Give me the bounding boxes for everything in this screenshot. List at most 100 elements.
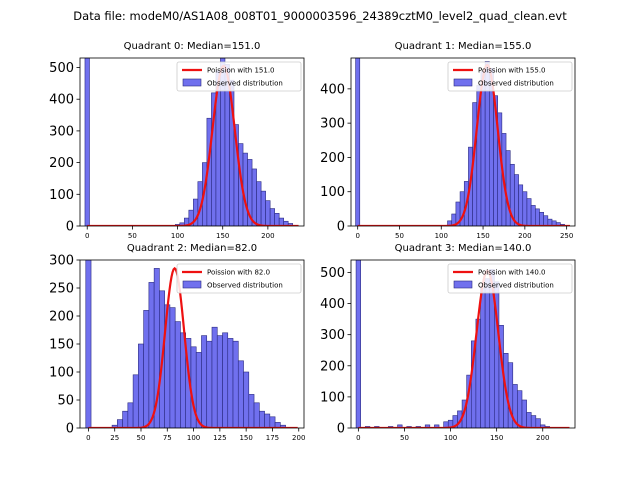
- histogram-bar: [530, 415, 537, 428]
- legend-box: [176, 263, 302, 294]
- histogram-bar: [127, 402, 134, 428]
- x-tick-label: 0: [86, 434, 90, 442]
- legend-label-poisson: Poission with 151.0: [207, 67, 275, 75]
- histogram-bar: [232, 340, 239, 428]
- histogram-bar: [174, 321, 181, 428]
- x-tick-label: 50: [128, 232, 137, 240]
- y-tick-label: 150: [49, 338, 74, 353]
- y-tick-label: 50: [57, 394, 74, 409]
- histogram-bar: [122, 410, 129, 428]
- x-tick-label: 50: [400, 434, 409, 442]
- histogram-bar: [526, 412, 532, 428]
- legend-label-poisson: Poission with 82.0: [207, 269, 270, 277]
- x-tick-label: 175: [266, 434, 279, 442]
- y-tick-label: 300: [320, 328, 345, 343]
- histogram-bar: [227, 338, 234, 428]
- x-tick-label: 150: [216, 232, 229, 240]
- y-tick-label: 400: [320, 297, 345, 312]
- legend: Poission with 155.0 Observed distribution: [447, 61, 573, 92]
- histogram-bar: [251, 168, 257, 226]
- legend-box: [176, 61, 302, 92]
- x-tick-label: 25: [110, 434, 119, 442]
- y-tick-label: 200: [49, 156, 74, 171]
- legend: Poission with 140.0 Observed distribution: [447, 263, 573, 294]
- legend-label-observed: Observed distribution: [478, 80, 554, 88]
- histogram-bar: [143, 310, 150, 428]
- histogram-bar: [484, 278, 491, 428]
- histogram-bar: [280, 424, 286, 428]
- histogram-bar: [260, 190, 266, 226]
- axes-frame: [350, 259, 576, 429]
- y-tick-label: 0: [337, 220, 345, 235]
- histogram-bar: [278, 217, 284, 226]
- histogram-bar: [269, 208, 275, 226]
- histogram-bar: [535, 418, 541, 428]
- subplot-0: Quadrant 0: Median=151.0 0 50 100 150 200 0 100…: [49, 41, 305, 240]
- histogram-bar: [85, 260, 92, 428]
- histogram-bar: [265, 200, 271, 226]
- histogram-bar: [256, 181, 262, 226]
- histogram-bar: [355, 260, 361, 428]
- histogram-bar: [253, 402, 260, 428]
- y-tick-label: 200: [49, 310, 74, 325]
- y-tick-label: 500: [320, 266, 345, 281]
- legend-label-poisson: Poission with 140.0: [478, 269, 546, 277]
- histogram-bar: [243, 371, 250, 428]
- y-tick-label: 0: [337, 422, 345, 437]
- histogram-bar: [269, 416, 276, 428]
- legend-label-observed: Observed distribution: [207, 80, 283, 88]
- x-tick-label: 200: [292, 434, 305, 442]
- histogram-bar: [522, 191, 528, 226]
- histogram-bar: [248, 394, 255, 428]
- y-tick-label: 100: [320, 390, 345, 405]
- legend-label-poisson: Poission with 155.0: [478, 67, 546, 75]
- histogram-bar: [505, 150, 511, 226]
- x-tick-label: 0: [85, 232, 89, 240]
- y-tick-label: 300: [320, 117, 345, 132]
- histogram-bar: [355, 58, 361, 226]
- histogram-bar: [543, 215, 549, 226]
- legend-box: [447, 263, 573, 294]
- axes-frame: [79, 57, 305, 227]
- x-tick-label: 100: [435, 232, 448, 240]
- x-tick-label: 150: [490, 434, 503, 442]
- x-tick-label: 100: [187, 434, 200, 442]
- legend-label-observed: Observed distribution: [478, 282, 554, 290]
- subplot-2: Quadrant 2: Median=82.0 0 25 50 75 100 125 150 1…: [49, 243, 305, 442]
- legend-bar-swatch: [182, 280, 202, 289]
- y-tick-label: 400: [49, 93, 74, 108]
- histogram-bar: [264, 413, 271, 428]
- y-tick-label: 250: [49, 282, 74, 297]
- subplot-title: Quadrant 3: Median=140.0: [395, 243, 532, 254]
- histogram-bar: [521, 399, 527, 428]
- histogram-bar: [480, 287, 486, 428]
- x-tick-label: 200: [261, 232, 274, 240]
- histogram-bar: [534, 208, 540, 226]
- legend: Poission with 151.0 Observed distribution: [176, 61, 302, 92]
- subplot-1: Quadrant 1: Median=155.0 0 50 100 150 200 250 0…: [320, 41, 576, 240]
- histogram-bar: [517, 390, 523, 428]
- histogram-bar: [514, 174, 519, 226]
- x-tick-label: 100: [171, 232, 184, 240]
- legend-bar-swatch: [453, 78, 473, 87]
- y-tick-label: 100: [49, 366, 74, 381]
- x-tick-label: 150: [239, 434, 252, 442]
- y-tick-label: 0: [66, 220, 74, 235]
- axes-frame: [350, 57, 576, 227]
- histogram-bar: [148, 282, 155, 428]
- y-tick-label: 500: [49, 61, 74, 76]
- legend-bar-swatch: [453, 280, 473, 289]
- poisson-fit-line: [88, 266, 298, 428]
- y-tick-label: 100: [320, 185, 345, 200]
- histogram-bar: [169, 307, 176, 428]
- x-tick-label: 100: [444, 434, 457, 442]
- x-tick-label: 0: [356, 434, 360, 442]
- subplot-3: Quadrant 3: Median=140.0 0 50 100 150 200 0 100…: [320, 243, 576, 442]
- bar-series: [84, 58, 294, 226]
- y-tick-label: 400: [320, 82, 345, 97]
- histogram-bar: [216, 335, 223, 428]
- subplot-title: Quadrant 1: Median=155.0: [395, 41, 532, 52]
- subplot-title: Quadrant 0: Median=151.0: [124, 41, 261, 52]
- histogram-bar: [274, 213, 280, 226]
